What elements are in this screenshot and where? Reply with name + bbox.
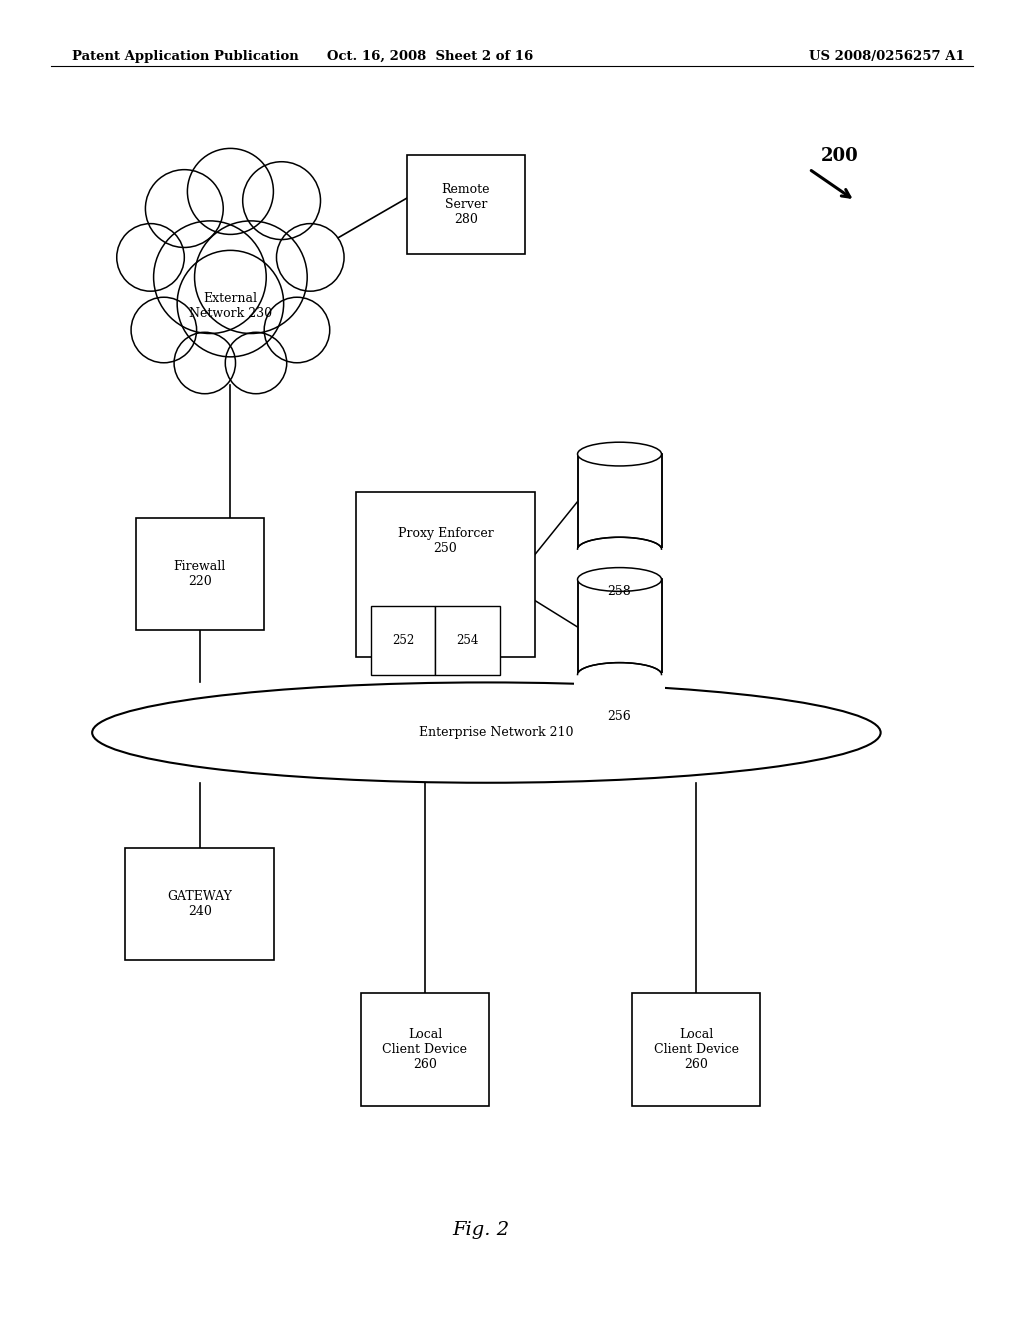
FancyBboxPatch shape — [435, 606, 500, 675]
Text: 200: 200 — [821, 147, 858, 165]
FancyBboxPatch shape — [356, 492, 535, 657]
Text: Remote
Server
280: Remote Server 280 — [441, 183, 490, 226]
Ellipse shape — [131, 297, 197, 363]
Text: US 2008/0256257 A1: US 2008/0256257 A1 — [809, 50, 965, 63]
Ellipse shape — [187, 148, 273, 235]
Text: Local
Client Device
260: Local Client Device 260 — [653, 1028, 739, 1071]
Ellipse shape — [264, 297, 330, 363]
FancyBboxPatch shape — [371, 606, 435, 675]
Ellipse shape — [243, 162, 321, 239]
Ellipse shape — [578, 568, 662, 591]
Ellipse shape — [117, 223, 184, 292]
Ellipse shape — [225, 333, 287, 393]
Text: Oct. 16, 2008  Sheet 2 of 16: Oct. 16, 2008 Sheet 2 of 16 — [327, 50, 534, 63]
Text: 252: 252 — [392, 634, 414, 647]
Ellipse shape — [578, 442, 662, 466]
Text: External
Network 230: External Network 230 — [188, 292, 272, 321]
FancyBboxPatch shape — [408, 156, 525, 253]
Text: Local
Client Device
260: Local Client Device 260 — [382, 1028, 468, 1071]
Ellipse shape — [92, 682, 881, 783]
Text: 254: 254 — [457, 634, 478, 647]
Text: Patent Application Publication: Patent Application Publication — [72, 50, 298, 63]
FancyBboxPatch shape — [578, 579, 662, 675]
Ellipse shape — [276, 223, 344, 292]
FancyBboxPatch shape — [135, 519, 264, 631]
Ellipse shape — [578, 663, 662, 686]
Ellipse shape — [154, 220, 266, 334]
Text: Proxy Enforcer
250: Proxy Enforcer 250 — [397, 527, 494, 556]
Ellipse shape — [145, 170, 223, 247]
FancyBboxPatch shape — [633, 993, 760, 1106]
Text: Fig. 2: Fig. 2 — [453, 1221, 510, 1239]
Ellipse shape — [177, 251, 284, 356]
Text: 258: 258 — [607, 585, 632, 598]
Text: Enterprise Network 210: Enterprise Network 210 — [420, 726, 573, 739]
Ellipse shape — [578, 537, 662, 561]
FancyBboxPatch shape — [578, 454, 662, 549]
Ellipse shape — [195, 220, 307, 334]
FancyBboxPatch shape — [574, 548, 665, 564]
FancyBboxPatch shape — [126, 847, 274, 961]
Text: GATEWAY
240: GATEWAY 240 — [167, 890, 232, 919]
Text: 256: 256 — [607, 710, 632, 723]
Ellipse shape — [174, 333, 236, 393]
FancyBboxPatch shape — [360, 993, 489, 1106]
FancyBboxPatch shape — [574, 673, 665, 689]
Text: Firewall
220: Firewall 220 — [173, 560, 226, 589]
